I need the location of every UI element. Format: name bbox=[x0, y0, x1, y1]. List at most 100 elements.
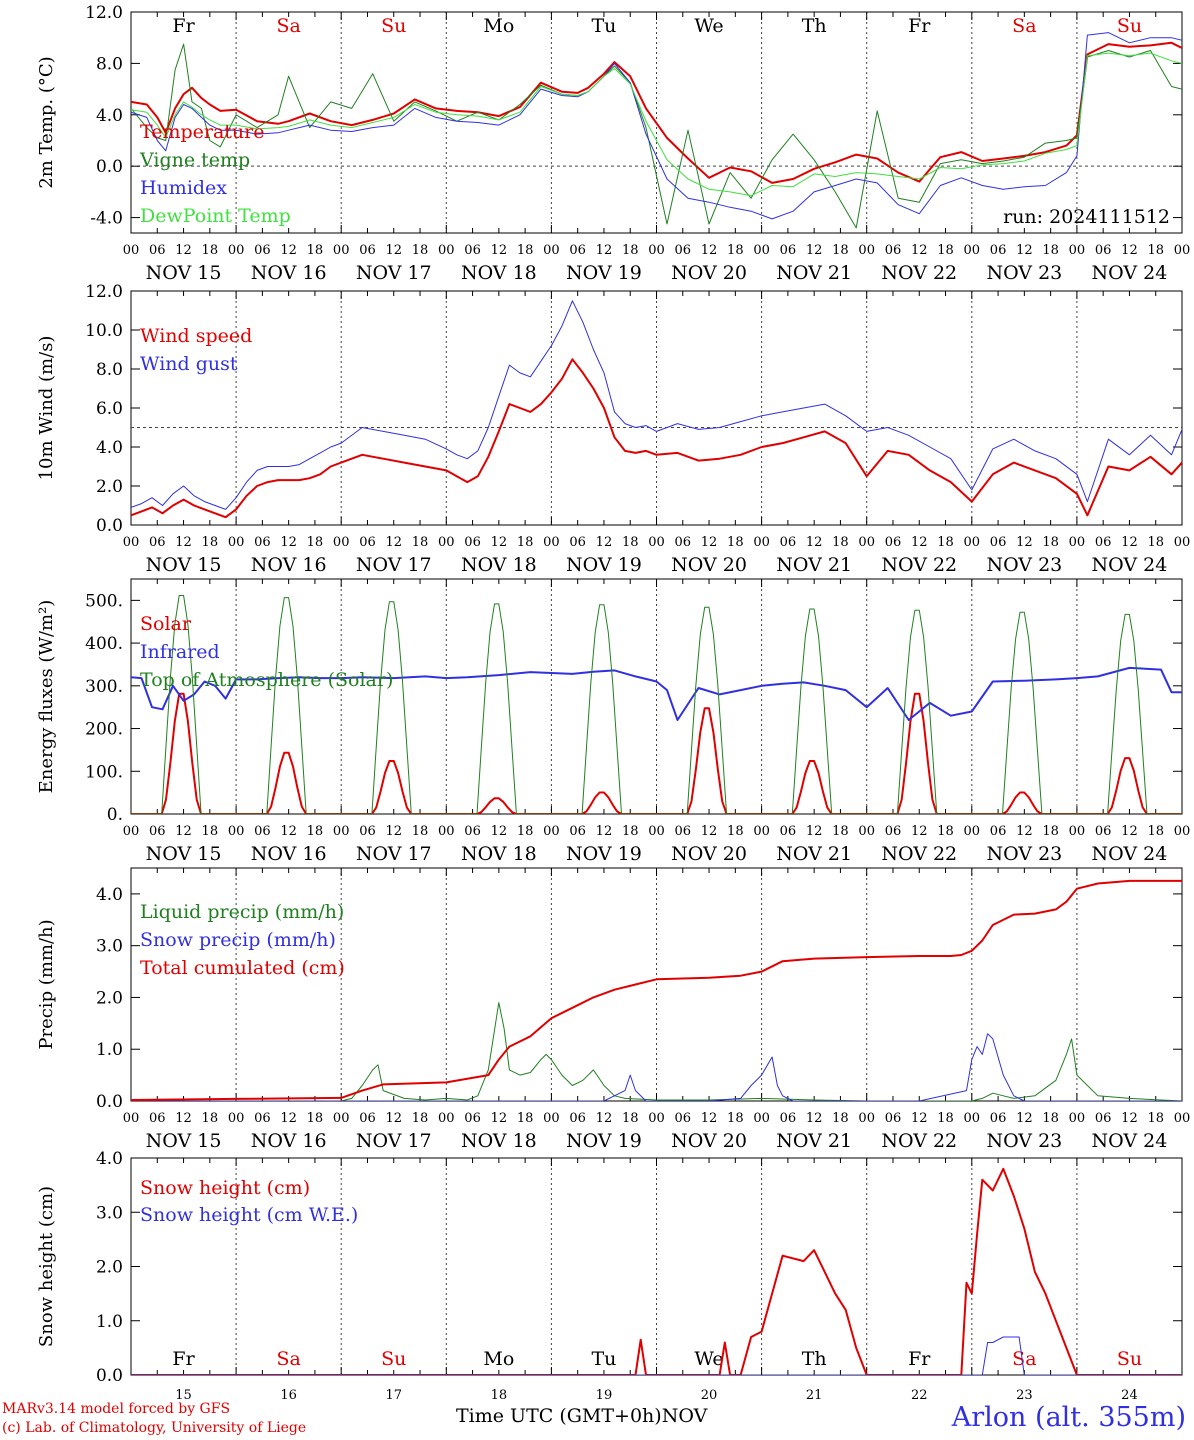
hour-tick-label: 12 bbox=[175, 1111, 192, 1126]
y-axis: -4.0 0.0 4.0 8.0 12.0 bbox=[85, 3, 1182, 229]
date-label: NOV 21 bbox=[776, 262, 852, 284]
hour-tick-label: 06 bbox=[464, 1111, 481, 1126]
hour-tick-label: 06 bbox=[780, 824, 797, 839]
hour-tick-label: 06 bbox=[780, 535, 797, 550]
hour-tick-label: 12 bbox=[491, 1111, 508, 1126]
legend-entry: Snow height (cm W.E.) bbox=[140, 1204, 358, 1226]
hour-tick-label: 06 bbox=[254, 535, 271, 550]
date-label: NOV 16 bbox=[251, 554, 327, 576]
hour-tick-label: 18 bbox=[832, 824, 849, 839]
hour-tick-label: 06 bbox=[675, 824, 692, 839]
hour-tick-label: 06 bbox=[675, 243, 692, 258]
hour-tick-label: 00 bbox=[228, 535, 245, 550]
hour-tick-label: 18 bbox=[727, 535, 744, 550]
series-line-dewpoint-temp bbox=[131, 52, 1182, 197]
hour-tick-label: 18 bbox=[517, 824, 534, 839]
day-number-label: 22 bbox=[911, 1388, 928, 1403]
date-label: NOV 17 bbox=[356, 262, 432, 284]
date-label: NOV 23 bbox=[986, 554, 1062, 576]
hour-tick-label: 12 bbox=[596, 535, 613, 550]
weekday-label: Th bbox=[802, 1348, 827, 1370]
hour-tick-label: 06 bbox=[569, 1111, 586, 1126]
hour-tick-label: 12 bbox=[701, 535, 718, 550]
hour-tick-label: 18 bbox=[832, 535, 849, 550]
y-tick-label: 500. bbox=[85, 591, 123, 611]
y-tick-label: 100. bbox=[85, 762, 123, 782]
day-number-label: 23 bbox=[1016, 1388, 1033, 1403]
weekday-label: Su bbox=[1117, 1348, 1142, 1370]
hour-tick-label: 12 bbox=[491, 824, 508, 839]
y-axis-label: 2m Temp. (°C) bbox=[36, 56, 57, 188]
weekday-label: Tu bbox=[591, 1348, 616, 1370]
series-group bbox=[131, 1167, 1182, 1375]
series-group bbox=[131, 32, 1182, 229]
day-number-label: 15 bbox=[175, 1388, 192, 1403]
hour-tick-label: 18 bbox=[622, 1111, 639, 1126]
hour-tick-label: 06 bbox=[359, 1111, 376, 1126]
hour-tick-label: 00 bbox=[964, 535, 981, 550]
y-axis: 0.0 1.0 2.0 3.0 4.0 bbox=[96, 885, 1182, 1112]
hour-tick-label: 12 bbox=[701, 243, 718, 258]
date-label: NOV 16 bbox=[251, 843, 327, 865]
weekday-label: Sa bbox=[1012, 15, 1036, 37]
hour-tick-label: 00 bbox=[333, 1111, 350, 1126]
hour-tick-label: 00 bbox=[228, 243, 245, 258]
y-tick-label: 0.0 bbox=[96, 157, 123, 177]
weekday-label: Fr bbox=[908, 15, 931, 37]
hour-tick-label: 12 bbox=[1121, 1111, 1138, 1126]
y-axis: 0.0 2.0 4.0 6.0 8.0 10.0 12.0 bbox=[85, 282, 1182, 536]
date-label: NOV 21 bbox=[776, 843, 852, 865]
hour-tick-label: 00 bbox=[228, 1111, 245, 1126]
date-label: NOV 22 bbox=[881, 262, 957, 284]
hour-tick-label: 00 bbox=[753, 535, 770, 550]
series-group bbox=[131, 300, 1182, 519]
date-label: NOV 15 bbox=[146, 554, 222, 576]
hour-tick-label: 00 bbox=[753, 1111, 770, 1126]
weekday-label: We bbox=[694, 15, 723, 37]
hour-tick-label: 12 bbox=[491, 535, 508, 550]
legend-entry: Wind gust bbox=[140, 353, 238, 375]
date-label: NOV 18 bbox=[461, 843, 537, 865]
hour-tick-label: 18 bbox=[307, 243, 324, 258]
legend-entry: Solar bbox=[140, 613, 192, 635]
hour-tick-label: 18 bbox=[1042, 243, 1059, 258]
y-tick-label: 1.0 bbox=[96, 1312, 123, 1332]
hour-tick-label: 06 bbox=[780, 1111, 797, 1126]
hour-tick-label: 06 bbox=[254, 1111, 271, 1126]
hour-tick-label: 12 bbox=[701, 824, 718, 839]
series-line-infrared bbox=[131, 666, 1182, 721]
series-line-humidex bbox=[131, 32, 1182, 220]
date-label: NOV 24 bbox=[1092, 843, 1168, 865]
hour-tick-label: 00 bbox=[964, 824, 981, 839]
hour-tick-label: 18 bbox=[832, 1111, 849, 1126]
legend-entry: Snow height (cm) bbox=[140, 1177, 310, 1199]
y-tick-label: 6.0 bbox=[96, 399, 123, 419]
hour-tick-label: 12 bbox=[280, 243, 297, 258]
legend-entry: DewPoint Temp bbox=[140, 205, 291, 227]
y-tick-label: 300. bbox=[85, 677, 123, 697]
hour-tick-label: 12 bbox=[280, 1111, 297, 1126]
hour-tick-label: 06 bbox=[1095, 824, 1112, 839]
date-label: NOV 23 bbox=[986, 843, 1062, 865]
hour-tick-label: 00 bbox=[964, 1111, 981, 1126]
y-tick-label: 0. bbox=[107, 805, 123, 825]
hour-tick-label: 12 bbox=[491, 243, 508, 258]
hour-tick-label: 18 bbox=[202, 824, 219, 839]
hour-tick-label: 12 bbox=[701, 1111, 718, 1126]
date-label: NOV 20 bbox=[671, 554, 747, 576]
date-label: NOV 24 bbox=[1092, 1130, 1168, 1152]
panel-5: 0.0 1.0 2.0 3.0 4.0 Snow height (cm) 15 16 17 18 1… bbox=[36, 1149, 1183, 1403]
hour-tick-label: 06 bbox=[990, 243, 1007, 258]
y-tick-label: 4.0 bbox=[96, 1149, 123, 1169]
hour-tick-label: 18 bbox=[307, 535, 324, 550]
hour-tick-label: 00 bbox=[1174, 535, 1191, 550]
x-axis-label-text: Time UTC (GMT+0h) bbox=[456, 1405, 662, 1427]
hour-tick-label: 06 bbox=[990, 1111, 1007, 1126]
y-tick-label: 2.0 bbox=[96, 477, 123, 497]
hour-tick-label: 00 bbox=[438, 1111, 455, 1126]
y-axis-label: 10m Wind (m/s) bbox=[36, 336, 57, 481]
y-tick-label: 4.0 bbox=[96, 106, 123, 126]
hour-tick-label: 06 bbox=[149, 824, 166, 839]
weekday-label: Fr bbox=[172, 15, 195, 37]
